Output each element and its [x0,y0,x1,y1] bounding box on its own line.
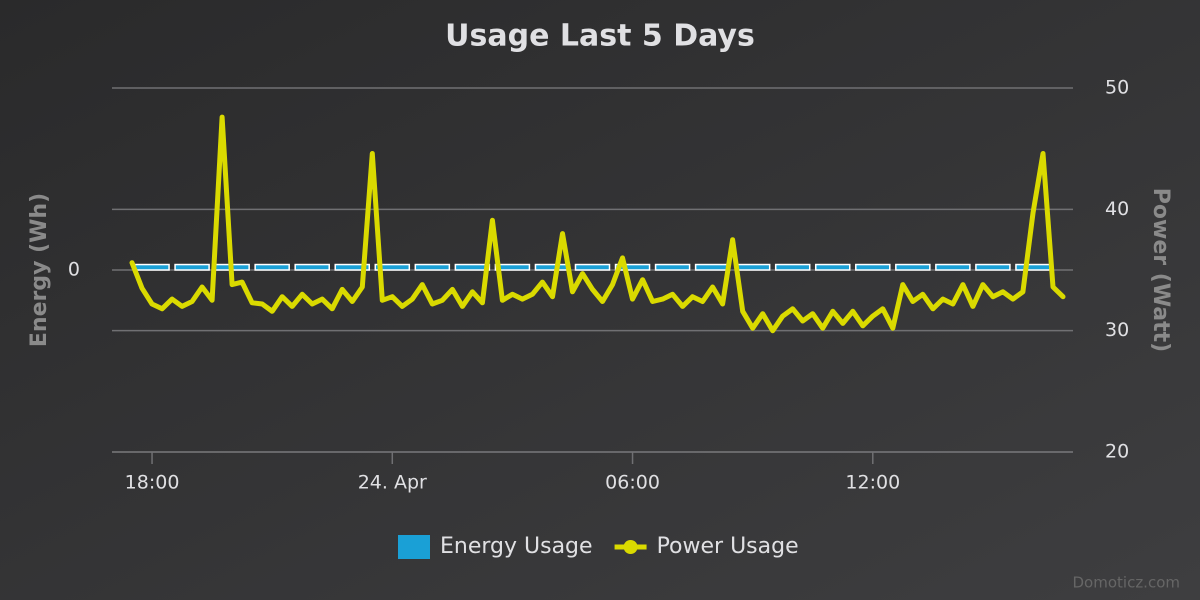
chart-title: Usage Last 5 Days [445,19,755,54]
y2-axis-title: Power (Watt) [1148,188,1173,352]
bar [494,263,531,271]
bar [614,263,651,271]
bar [855,263,891,271]
y2-tick-label: 40 [1105,198,1129,220]
x-tick-label: 12:00 [845,472,900,494]
bar [774,263,811,271]
y-tick-label: 0 [68,259,80,281]
power-line [129,114,1066,334]
plot-area: 20 30 40 50 0 18:00 24. Apr 06:00 12:00 [68,77,1129,494]
bar [134,263,170,271]
y2-tick-label: 50 [1105,77,1129,99]
bar [454,263,491,271]
bar [534,263,571,271]
x-tick-label: 06:00 [605,472,660,494]
legend-label: Power Usage [657,534,799,559]
bar [814,263,851,271]
bar [334,263,371,271]
y2-tick-label: 20 [1105,441,1129,463]
bar [975,263,1011,271]
bar [574,263,611,271]
legend-label: Energy Usage [440,534,593,559]
bar [374,263,411,271]
bar [414,263,451,271]
bar [935,263,971,271]
x-tick-label: 18:00 [125,472,180,494]
bar [694,263,731,271]
y2-tick-label: 30 [1105,319,1129,341]
legend-marker [623,540,638,554]
bar [895,263,931,271]
credit: Domoticz.com [1073,574,1181,592]
bar [734,263,771,271]
bar [294,263,330,271]
bar [1015,263,1051,271]
x-tick-label: 24. Apr [358,472,427,494]
bar [254,263,290,271]
y-axis-title: Energy (Wh) [27,193,52,347]
legend-swatch [398,535,430,559]
bar [174,263,210,271]
bar [654,263,691,271]
